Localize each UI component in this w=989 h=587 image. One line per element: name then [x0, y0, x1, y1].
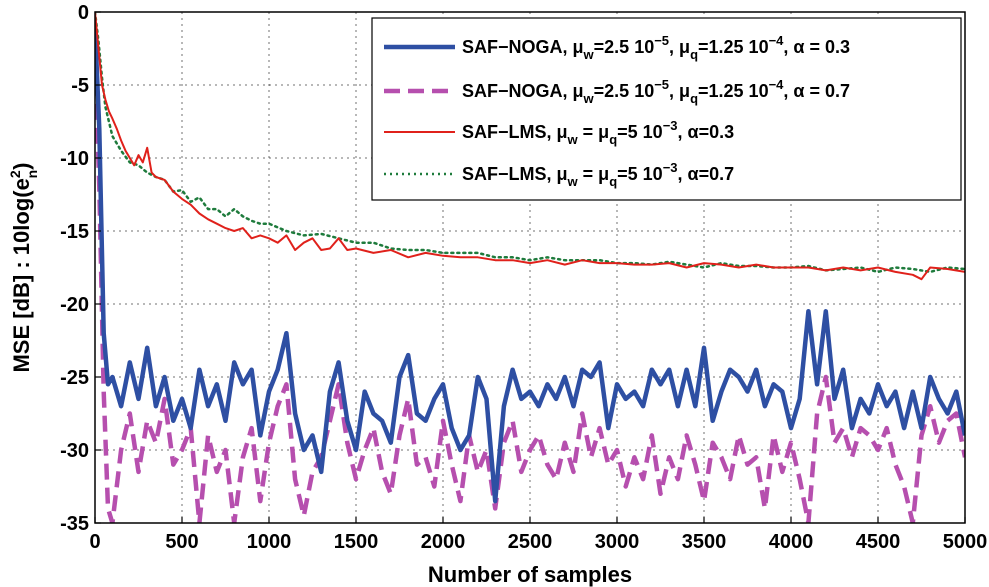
x-tick-label: 4000	[769, 531, 814, 553]
legend-label-1: SAF−NOGA, μw=2.5 10−5, μq=1.25 10−4, α =…	[462, 33, 850, 62]
x-axis-label: Number of samples	[428, 562, 632, 587]
legend-label-4: SAF−LMS, μw = μq=5 10−3, α=0.7	[462, 160, 734, 189]
legend: SAF−NOGA, μw=2.5 10−5, μq=1.25 10−4, α =…	[371, 17, 962, 201]
axis-ticks: 0 500 1000 1500 2000 2500 3000 3500 4000 4500 5000…	[60, 2, 987, 553]
y-tick-label: -15	[60, 221, 89, 243]
y-tick-label: -10	[60, 148, 89, 170]
series-line-2	[95, 55, 965, 523]
x-tick-label: 4500	[856, 531, 901, 553]
series-line-1	[95, 26, 965, 504]
series-line-3	[95, 12, 965, 281]
x-tick-label: 500	[165, 531, 198, 553]
x-tick-label: 0	[89, 531, 100, 553]
x-tick-label: 1500	[334, 531, 379, 553]
series-layer	[95, 12, 965, 523]
y-tick-label: 0	[78, 2, 89, 24]
y-tick-label: -5	[71, 75, 89, 97]
y-axis-label: MSE [dB] : 10log(e2n)	[7, 162, 40, 372]
x-tick-label: 3500	[682, 531, 727, 553]
y-tick-label: -35	[60, 513, 89, 535]
legend-label-3: SAF−LMS, μw = μq=5 10−3, α=0.3	[462, 118, 734, 147]
x-tick-label: 5000	[943, 531, 988, 553]
y-tick-label: -25	[60, 367, 89, 389]
x-tick-label: 2500	[508, 531, 553, 553]
legend-box	[371, 17, 962, 201]
x-tick-label: 2000	[421, 531, 466, 553]
x-tick-label: 3000	[595, 531, 640, 553]
y-tick-label: -20	[60, 294, 89, 316]
legend-label-2: SAF−NOGA, μw=2.5 10−5, μq=1.25 10−4, α =…	[462, 77, 850, 106]
x-tick-label: 1000	[247, 531, 292, 553]
y-tick-label: -30	[60, 440, 89, 462]
